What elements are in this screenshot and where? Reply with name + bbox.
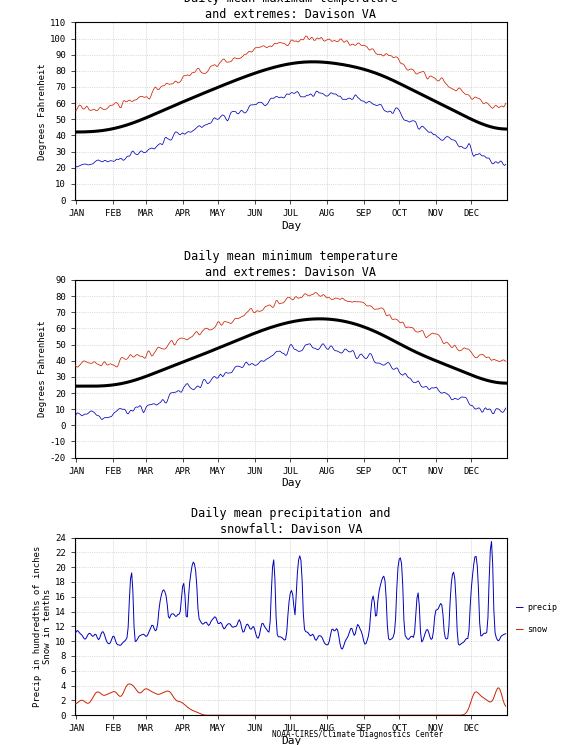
Text: —: — xyxy=(516,600,523,614)
Title: Daily mean minimum temperature
and extremes: Davison VA: Daily mean minimum temperature and extre… xyxy=(184,250,398,279)
Text: precip: precip xyxy=(527,603,557,612)
Title: Daily mean maximum temperature
and extremes: Davison VA: Daily mean maximum temperature and extre… xyxy=(184,0,398,21)
Text: NOAA-CIRES/Climate Diagnostics Center: NOAA-CIRES/Climate Diagnostics Center xyxy=(271,730,443,739)
Text: —: — xyxy=(516,623,523,636)
Y-axis label: Degrees Fahrenheit: Degrees Fahrenheit xyxy=(38,63,47,159)
Y-axis label: Precip in hundredths of inches
Snow in tenths: Precip in hundredths of inches Snow in t… xyxy=(33,546,52,707)
X-axis label: Day: Day xyxy=(281,478,301,489)
X-axis label: Day: Day xyxy=(281,736,301,745)
X-axis label: Day: Day xyxy=(281,221,301,231)
Y-axis label: Degrees Fahrenheit: Degrees Fahrenheit xyxy=(38,320,47,417)
Text: snow: snow xyxy=(527,625,547,634)
Title: Daily mean precipitation and
snowfall: Davison VA: Daily mean precipitation and snowfall: D… xyxy=(191,507,391,536)
